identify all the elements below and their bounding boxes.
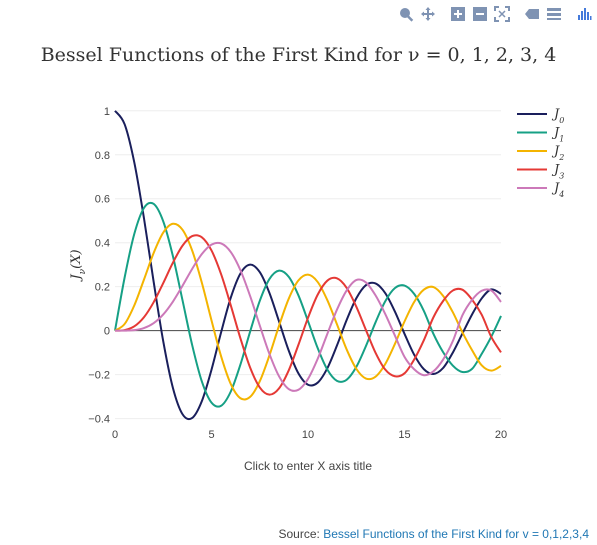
x-tick-label: 5 xyxy=(208,429,214,441)
pan-icon[interactable] xyxy=(419,5,437,23)
legend-label[interactable]: J0 xyxy=(551,107,564,125)
modebar-group xyxy=(523,5,563,23)
y-axis-title: Jν(X) xyxy=(69,249,88,282)
source-prefix: Source: xyxy=(278,527,324,541)
y-tick-label: 0.4 xyxy=(95,238,110,250)
x-tick-label: 20 xyxy=(495,429,507,441)
zoom-out-icon[interactable] xyxy=(471,5,489,23)
hover-compare-icon[interactable] xyxy=(545,5,563,23)
y-tick-label: 0.8 xyxy=(95,150,110,162)
source-caption: Source: Bessel Functions of the First Ki… xyxy=(278,527,589,541)
y-tick-label: 0.2 xyxy=(95,282,110,294)
series-line-J1[interactable] xyxy=(114,201,502,408)
legend-label[interactable]: J4 xyxy=(551,181,564,199)
legend-label[interactable]: J3 xyxy=(551,163,564,181)
modebar xyxy=(387,4,593,24)
series-line-J3[interactable] xyxy=(114,234,502,396)
x-axis-title[interactable]: Click to enter X axis title xyxy=(244,459,372,473)
y-tick-label: 0 xyxy=(104,326,110,338)
y-tick-label: 1 xyxy=(104,106,110,118)
plotly-logo-icon[interactable] xyxy=(575,5,593,23)
y-tick-label: −0.4 xyxy=(88,414,110,426)
modebar-group xyxy=(575,5,593,23)
series-line-J0[interactable] xyxy=(114,110,502,421)
legend-label[interactable]: J1 xyxy=(551,126,564,144)
x-tick-label: 10 xyxy=(302,429,314,441)
modebar-group xyxy=(449,5,511,23)
autoscale-icon[interactable] xyxy=(493,5,511,23)
source-link[interactable]: Bessel Functions of the First Kind for v… xyxy=(323,527,589,541)
modebar-group xyxy=(397,5,437,23)
series-line-J4[interactable] xyxy=(114,241,502,392)
legend-label[interactable]: J2 xyxy=(551,144,564,162)
chart-title: Bessel Functions of the First Kind for ν… xyxy=(40,44,557,66)
zoom-in-icon[interactable] xyxy=(449,5,467,23)
series-line-J2[interactable] xyxy=(114,222,502,401)
y-tick-label: 0.6 xyxy=(95,194,110,206)
y-tick-label: −0.2 xyxy=(88,370,110,382)
x-tick-label: 15 xyxy=(398,429,410,441)
zoom-icon[interactable] xyxy=(397,5,415,23)
hover-closest-icon[interactable] xyxy=(523,5,541,23)
x-tick-label: 0 xyxy=(112,429,118,441)
